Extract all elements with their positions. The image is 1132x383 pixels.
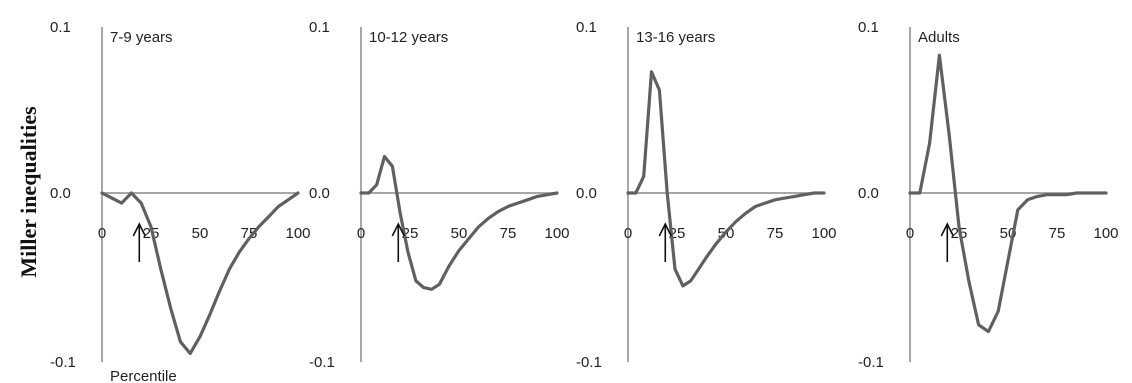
y-tick-label: 0.0 xyxy=(50,185,71,202)
x-tick-label: 75 xyxy=(241,225,258,242)
up-arrow-icon xyxy=(940,222,954,262)
x-tick-label: 75 xyxy=(500,225,517,242)
up-arrow-icon xyxy=(391,222,405,262)
panel-title: Adults xyxy=(918,29,960,46)
x-tick-label: 50 xyxy=(451,225,468,242)
panel-title: 13-16 years xyxy=(636,29,715,46)
y-tick-label: 0.1 xyxy=(858,19,879,36)
y-tick-label: -0.1 xyxy=(309,354,335,371)
y-tick-label: 0.0 xyxy=(309,185,330,202)
y-tick-label: -0.1 xyxy=(858,354,884,371)
x-tick-label: 0 xyxy=(98,225,106,242)
panel-title: 7-9 years xyxy=(110,29,173,46)
x-tick-label: 100 xyxy=(811,225,836,242)
series-line xyxy=(100,191,300,356)
x-tick-label: 100 xyxy=(1093,225,1118,242)
up-arrow-icon xyxy=(658,222,672,262)
x-tick-label: 75 xyxy=(1049,225,1066,242)
y-axis-label: Miller inequalities xyxy=(16,106,41,278)
y-tick-label: 0.1 xyxy=(50,19,71,36)
x-tick-label: 50 xyxy=(192,225,209,242)
x-tick-label: 0 xyxy=(357,225,365,242)
y-tick-label: -0.1 xyxy=(576,354,602,371)
series-line xyxy=(908,53,1108,334)
x-tick-label: 75 xyxy=(767,225,784,242)
y-tick-label: 0.1 xyxy=(309,19,330,36)
panel-title: 10-12 years xyxy=(369,29,448,46)
series-line xyxy=(626,70,826,288)
y-tick-label: 0.0 xyxy=(576,185,597,202)
y-tick-label: 0.1 xyxy=(576,19,597,36)
up-arrow-icon xyxy=(132,222,146,262)
x-tick-label: 100 xyxy=(285,225,310,242)
series-line xyxy=(359,154,559,291)
x-tick-label: 100 xyxy=(544,225,569,242)
x-axis-label: Percentile xyxy=(110,368,177,383)
y-tick-label: -0.1 xyxy=(50,354,76,371)
x-tick-label: 0 xyxy=(906,225,914,242)
y-tick-label: 0.0 xyxy=(858,185,879,202)
x-tick-label: 0 xyxy=(624,225,632,242)
